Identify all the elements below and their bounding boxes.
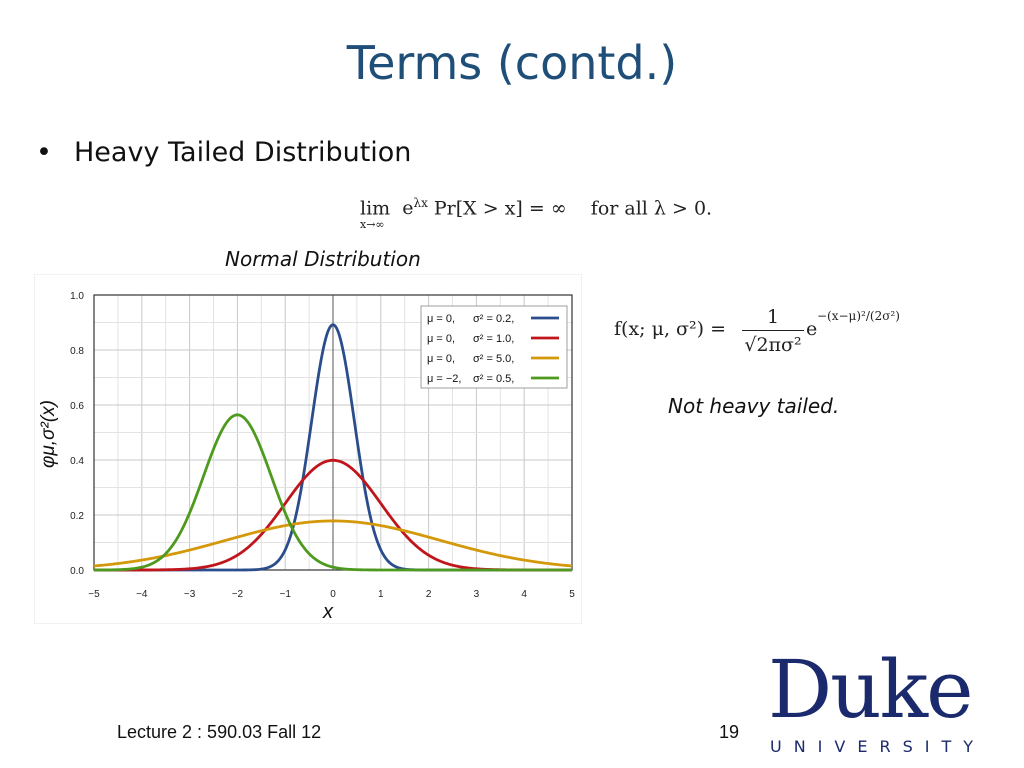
legend-mu-label: μ = 0, <box>427 353 455 365</box>
formula-e: e <box>806 318 818 340</box>
x-tick-label: −4 <box>136 589 148 600</box>
x-axis-label: x <box>322 601 334 623</box>
logo-wordmark: Duke <box>768 643 973 736</box>
legend-variance-label: σ² = 0.5, <box>473 373 514 385</box>
formula-fraction-bar <box>742 330 804 331</box>
not-heavy-tailed-note: Not heavy tailed. <box>668 394 840 418</box>
formula-lim: lim <box>360 197 391 220</box>
x-tick-label: 4 <box>521 589 527 600</box>
y-tick-label: 1.0 <box>70 291 84 302</box>
legend-mu-label: μ = 0, <box>427 333 455 345</box>
page-number: 19 <box>719 722 740 742</box>
y-axis-label: φμ,σ²(x) <box>38 400 59 468</box>
x-tick-label: −3 <box>184 589 196 600</box>
legend-variance-label: σ² = 1.0, <box>473 333 514 345</box>
formula-exp-base: e <box>402 197 414 220</box>
y-tick-label: 0.2 <box>70 511 84 522</box>
formula-lhs: f(x; μ, σ²) = <box>614 318 726 340</box>
formula-lim-sub: x→∞ <box>360 218 385 231</box>
x-tick-label: 1 <box>378 589 384 600</box>
chart-caption: Normal Distribution <box>225 247 421 271</box>
formula-rest: Pr[X > x] = ∞ for all λ > 0. <box>427 197 713 220</box>
series-line-4 <box>94 413 572 572</box>
x-tick-label: −1 <box>279 589 291 600</box>
x-tick-label: −2 <box>232 589 244 600</box>
logo-subtitle: UNIVERSITY <box>770 737 985 756</box>
footer-lecture: Lecture 2 : 590.03 Fall 12 <box>117 722 322 742</box>
heavy-tail-formula: lim x→∞ eλx Pr[X > x] = ∞ for all λ > 0. <box>360 196 713 231</box>
legend-box <box>420 305 568 389</box>
y-tick-label: 0.6 <box>70 401 84 412</box>
chart-legend: μ = 0, σ² = 0.2, μ = 0, σ² = 1.0, μ = 0, σ² =… <box>420 305 568 389</box>
y-tick-label: 0.8 <box>70 346 84 357</box>
legend-mu-label: μ = 0, <box>427 313 455 325</box>
legend-mu-label: μ = −2, <box>427 373 461 385</box>
x-tick-label: −5 <box>88 589 100 600</box>
slide-title: Terms (contd.) <box>346 36 678 90</box>
formula-denominator: √2πσ² <box>744 334 802 356</box>
formula-exp: λx <box>413 196 428 210</box>
normal-distribution-chart: −5 −4 −3 −2 −1 0 1 2 3 4 5 0.0 0.2 0.4 0.6 0.8 1.0 μ = 0… <box>34 274 582 624</box>
y-tick-label: 0.0 <box>70 566 84 577</box>
chart-series <box>93 323 573 572</box>
bullet-text: Heavy Tailed Distribution <box>74 137 412 168</box>
x-tick-label: 5 <box>569 589 575 600</box>
bullet-symbol: • <box>36 137 52 168</box>
x-tick-label: 2 <box>426 589 432 600</box>
legend-variance-label: σ² = 5.0, <box>473 353 514 365</box>
legend-variance-label: σ² = 0.2, <box>473 313 514 325</box>
chart-axes: −5 −4 −3 −2 −1 0 1 2 3 4 5 0.0 0.2 0.4 0.6 0.8 1.0 <box>70 291 575 600</box>
x-tick-label: 0 <box>330 589 336 600</box>
series-line-3 <box>93 519 573 568</box>
bullet-item: • Heavy Tailed Distribution <box>36 137 411 168</box>
y-tick-label: 0.4 <box>70 456 84 467</box>
formula-numerator: 1 <box>766 306 780 328</box>
x-tick-label: 3 <box>474 589 480 600</box>
formula-normal-exp: −(x−μ)²/(2σ²) <box>817 309 900 323</box>
